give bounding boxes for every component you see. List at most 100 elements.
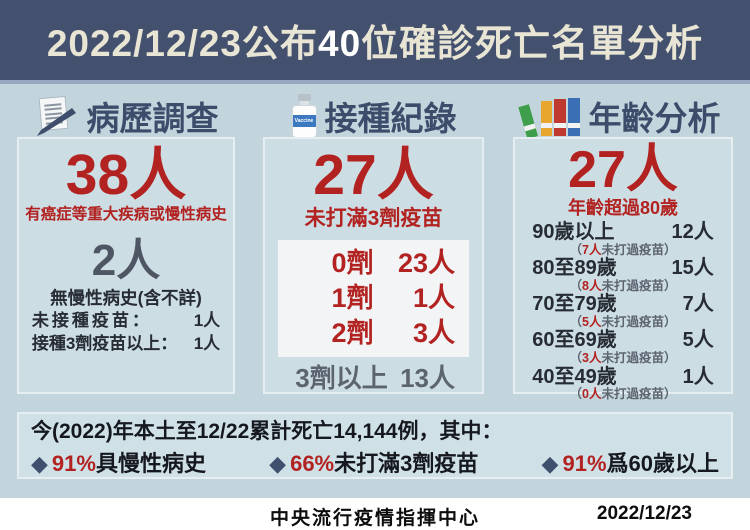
summary-stats: ◆ 91%具慢性病史 ◆ 66%未打滿3劑疫苗 ◆ 91%爲60歲以上 — [31, 446, 719, 478]
dose-label: 2劑 — [331, 318, 374, 349]
age-row-80-89: 80至89歲 15人 — [532, 258, 713, 280]
footer-date: 2022/12/23 — [596, 503, 692, 524]
vaccination-count: 27人 — [313, 143, 434, 207]
panel-age-analysis: 27人 年齡超過80歲 90歲以上 12人 （7人未打過疫苗） 80至89歲 1… — [513, 137, 733, 401]
history-detail-rows: 未接種疫苗： 1人 接種3劑疫苗以上： 1人 — [32, 310, 220, 356]
detail-value: 1人 — [193, 334, 221, 354]
vaccine-bottle-icon: Vaccine — [291, 93, 318, 139]
dose-value: 23人 — [397, 248, 455, 279]
detail-label: 接種3劑疫苗以上： — [31, 334, 178, 354]
dose-breakdown-box: 0劑 23人 1劑 1人 2劑 3人 — [278, 240, 469, 358]
diamond-bullet-icon: ◆ — [269, 451, 287, 477]
age-range: 60至69歲 — [532, 329, 617, 352]
age-row-90plus: 90歲以上 12人 — [532, 222, 713, 244]
age-count: 1人 — [682, 365, 714, 388]
panel-vaccination: 27人 未打滿3劑疫苗 0劑 23人 1劑 1人 2劑 3人 3劑以上 13人 — [263, 137, 484, 394]
age-note-60-69: （3人未打過疫苗） — [532, 351, 713, 366]
footer-organization: 中央流行疫情指揮中心 — [269, 508, 481, 529]
dose-label: 0劑 — [331, 248, 374, 279]
bottle-cap-shape — [297, 94, 311, 101]
age-over80-caption: 年齡超過80歲 — [567, 197, 679, 218]
age-count: 12人 — [671, 221, 714, 244]
note-count: 7人 — [582, 242, 602, 257]
bottle-body-shape: Vaccine — [291, 105, 317, 138]
note-count: 5人 — [582, 314, 602, 329]
age-row-70-79: 70至79歲 7人 — [532, 294, 713, 316]
section-header-age: 年齡分析 — [513, 94, 733, 140]
dose-row-0: 0劑 23人 — [278, 246, 455, 281]
book-green-shape — [517, 104, 538, 140]
history-major-caption: 有癌症等重大疾病或慢性病史 — [25, 205, 227, 223]
age-row-60-69: 60至69歲 5人 — [532, 330, 713, 352]
age-count: 5人 — [682, 329, 714, 352]
note-rest: 未打過疫苗） — [601, 314, 677, 329]
history-minor-count: 2人 — [91, 236, 161, 286]
summary-text: 具慢性病史 — [95, 451, 206, 477]
note-open: （ — [569, 314, 583, 329]
section-title-medical-history: 病歷調查 — [86, 100, 219, 137]
title-bar: 2022/12/23公布40位確診死亡名單分析 — [0, 0, 750, 84]
age-note-90plus: （7人未打過疫苗） — [532, 242, 713, 258]
bottle-neck-shape — [299, 101, 309, 105]
book-yellow-shape — [540, 101, 552, 136]
document-pen-icon — [34, 95, 80, 137]
age-range: 40至49歲 — [532, 365, 617, 388]
note-rest: 未打過疫苗） — [601, 351, 677, 366]
summary-pct: 91% — [51, 451, 96, 477]
note-open: （ — [569, 387, 583, 402]
summary-text: 未打滿3劑疫苗 — [334, 451, 479, 477]
dose-value: 1人 — [412, 283, 455, 314]
history-minor-caption: 無慢性病史(含不詳) — [50, 287, 202, 308]
dose-value: 13人 — [400, 363, 455, 394]
book-blue-shape — [567, 98, 580, 136]
pen-icon — [36, 108, 76, 136]
detail-label: 未接種疫苗： — [31, 311, 152, 331]
diamond-bullet-icon: ◆ — [31, 451, 48, 477]
vaccination-caption: 未打滿3劑疫苗 — [304, 206, 443, 230]
note-open: （ — [569, 242, 583, 257]
note-open: （ — [569, 278, 583, 293]
section-title-age: 年齡分析 — [588, 100, 721, 137]
summary-item-chronic: ◆ 91%具慢性病史 — [31, 446, 206, 478]
dose-row-2: 2劑 3人 — [278, 316, 455, 351]
title-prefix: 2022/12/23公布 — [46, 23, 319, 64]
summary-pct: 91% — [562, 451, 607, 477]
dose-value: 3人 — [412, 318, 455, 349]
section-title-vaccination: 接種紀錄 — [324, 100, 457, 137]
note-rest: 未打過疫苗） — [601, 278, 677, 293]
age-note-70-79: （5人未打過疫苗） — [532, 314, 713, 330]
age-count: 15人 — [671, 257, 714, 280]
note-rest: 未打過疫苗） — [601, 242, 677, 257]
note-count: 3人 — [582, 351, 602, 366]
summary-pct: 66% — [290, 451, 335, 477]
age-range: 70至79歲 — [532, 293, 617, 316]
diamond-bullet-icon: ◆ — [541, 451, 559, 477]
note-open: （ — [569, 351, 583, 366]
dose-row-three-plus: 3劑以上 13人 — [278, 362, 469, 395]
section-header-vaccination: Vaccine 接種紀錄 — [263, 94, 484, 138]
summary-headline: 今(2022)年本土至12/22累計死亡14,144例，其中： — [31, 420, 503, 443]
age-row-40-49: 40至49歲 1人 — [532, 365, 714, 389]
history-detail-row-unvaccinated: 未接種疫苗： 1人 — [32, 310, 220, 333]
note-rest: 未打過疫苗） — [601, 387, 677, 402]
section-header-medical-history: 病歷調查 — [17, 94, 235, 138]
page-title: 2022/12/23公布40位確診死亡名單分析 — [47, 13, 703, 67]
summary-item-under3doses: ◆ 66%未打滿3劑疫苗 — [269, 446, 478, 478]
age-rows: 90歲以上 12人 （7人未打過疫苗） 80至89歲 15人 （8人未打過疫苗）… — [532, 222, 713, 401]
note-count: 8人 — [582, 278, 602, 293]
footer-bar: 中央流行疫情指揮中心 2022/12/23 — [0, 498, 750, 530]
bottle-label-text: Vaccine — [292, 115, 316, 127]
title-suffix: 位確診死亡名單分析 — [361, 23, 704, 64]
age-note-80-89: （8人未打過疫苗） — [532, 278, 713, 294]
history-detail-row-boosted: 接種3劑疫苗以上： 1人 — [32, 333, 220, 356]
summary-bar: 今(2022)年本土至12/22累計死亡14,144例，其中： ◆ 91%具慢性病… — [17, 412, 733, 479]
age-count: 7人 — [682, 293, 714, 316]
panel-medical-history: 38人 有癌症等重大疾病或慢性病史 2人 無慢性病史(含不詳) 未接種疫苗： 1… — [17, 137, 235, 394]
books-icon — [517, 95, 582, 140]
note-count: 0人 — [582, 387, 602, 402]
dose-row-1: 1劑 1人 — [278, 281, 455, 316]
age-note-40-49: （0人未打過疫苗） — [532, 387, 713, 402]
title-count-highlight: 40 — [318, 23, 362, 64]
age-over80-count: 27人 — [568, 141, 678, 199]
